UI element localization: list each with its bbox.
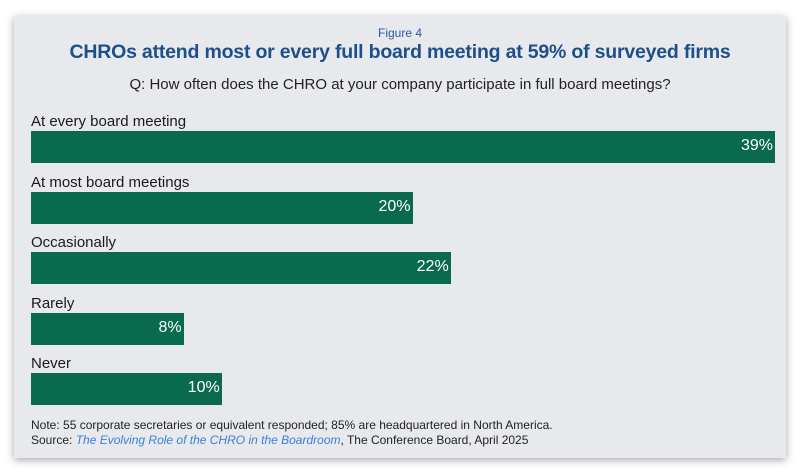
category-label: At every board meeting bbox=[31, 113, 187, 130]
category-label: Rarely bbox=[31, 294, 75, 312]
category-label: Occasionally bbox=[31, 234, 117, 251]
data-label: 10% bbox=[187, 379, 220, 396]
bar: 20% bbox=[31, 191, 413, 224]
chart-title: CHROs attend most or every full board me… bbox=[69, 41, 731, 63]
bar: 22% bbox=[31, 252, 451, 284]
bar: 39% bbox=[31, 131, 775, 163]
data-label: 22% bbox=[416, 258, 449, 275]
category-label: Never bbox=[31, 355, 72, 372]
source-link[interactable]: The Evolving Role of the CHRO in the Boa… bbox=[75, 433, 341, 447]
data-label: 39% bbox=[740, 137, 773, 154]
bar: 8% bbox=[31, 312, 184, 345]
data-label: 20% bbox=[378, 197, 411, 215]
source-suffix: , The Conference Board, April 2025 bbox=[340, 433, 529, 447]
data-label: 8% bbox=[158, 318, 182, 336]
source-line: Source: The Evolving Role of the CHRO in… bbox=[31, 433, 553, 448]
figure-label: Figure 4 bbox=[377, 26, 423, 40]
source-prefix: Source: bbox=[31, 433, 76, 447]
bar: 10% bbox=[31, 373, 222, 405]
category-label: At most board meetings bbox=[31, 173, 190, 191]
chart-panel: Figure 4 CHROs attend most or every full… bbox=[14, 16, 786, 458]
chart-subtitle: Q: How often does the CHRO at your compa… bbox=[129, 76, 671, 93]
footnote: Note: 55 corporate secretaries or equiva… bbox=[31, 418, 553, 448]
note-text: Note: 55 corporate secretaries or equiva… bbox=[31, 418, 553, 432]
